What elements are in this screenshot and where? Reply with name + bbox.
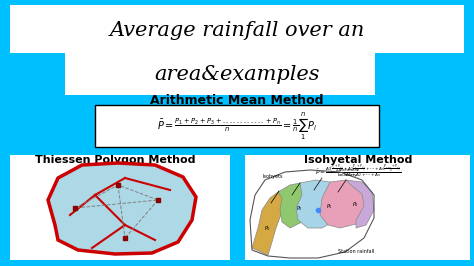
Polygon shape: [296, 180, 342, 228]
Text: $P_4$: $P_4$: [352, 200, 359, 209]
Text: Thiessen Polygon Method: Thiessen Polygon Method: [35, 155, 195, 165]
Text: $P_1$: $P_1$: [264, 224, 271, 233]
Text: Arithmetic Mean Method: Arithmetic Mean Method: [150, 94, 324, 106]
Text: $\bar{P}=\frac{A_1\!\left(\!\frac{P_1+P_2}{2}\!\right)+A_2\!\left(\!\frac{P_2+P_: $\bar{P}=\frac{A_1\!\left(\!\frac{P_1+P_…: [315, 164, 401, 181]
Text: Station rainfall: Station rainfall: [338, 249, 374, 254]
FancyBboxPatch shape: [65, 53, 375, 95]
FancyBboxPatch shape: [95, 105, 379, 147]
FancyBboxPatch shape: [10, 5, 464, 53]
Polygon shape: [320, 180, 368, 228]
Text: Catchment
boundary: Catchment boundary: [337, 168, 359, 177]
Text: $\bar{P} = \frac{P_1 + P_2 + P_3 + ............ + P_n}{n} = \frac{1}{n}\sum_{1}^: $\bar{P} = \frac{P_1 + P_2 + P_3 + .....…: [157, 110, 317, 142]
Polygon shape: [48, 163, 196, 254]
Text: area&examples: area&examples: [154, 64, 320, 84]
FancyBboxPatch shape: [245, 155, 470, 260]
Text: $P_2$: $P_2$: [296, 204, 303, 213]
Text: Average rainfall over an: Average rainfall over an: [109, 20, 365, 39]
Text: Isohyetal Method: Isohyetal Method: [304, 155, 412, 165]
Polygon shape: [252, 192, 284, 255]
FancyBboxPatch shape: [10, 155, 230, 260]
Text: $P_3$: $P_3$: [326, 202, 333, 211]
Polygon shape: [346, 180, 374, 228]
Text: Isohyets: Isohyets: [263, 174, 283, 179]
Polygon shape: [278, 183, 314, 228]
